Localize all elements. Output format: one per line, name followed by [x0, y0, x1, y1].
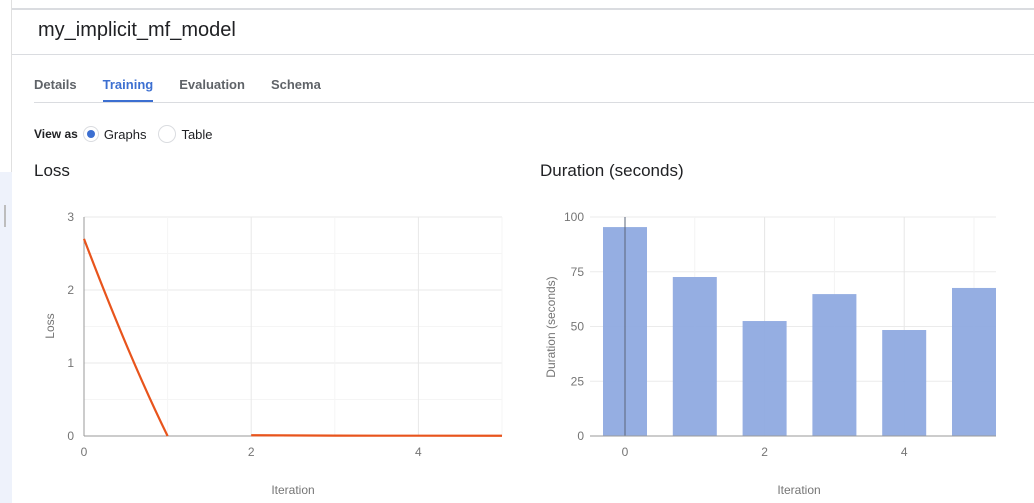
x-tick-label: 2 [248, 445, 255, 459]
bar [812, 294, 857, 436]
y-tick-label: 1 [67, 356, 74, 370]
divider [12, 54, 1034, 55]
y-tick-label: 50 [571, 320, 585, 334]
radio-graphs-label[interactable]: Graphs [103, 126, 147, 142]
y-tick-label: 75 [571, 265, 585, 279]
view-as-group: View as Graphs Table [34, 125, 225, 143]
x-tick-label: 2 [761, 445, 768, 459]
y-axis-label: Loss [43, 313, 57, 338]
x-axis-label: Iteration [777, 483, 820, 497]
tab-bar: Details Training Evaluation Schema [34, 77, 347, 102]
y-axis-label: Duration (seconds) [544, 276, 558, 377]
tab-schema[interactable]: Schema [270, 77, 321, 92]
left-sidebar [0, 0, 12, 503]
top-divider [12, 8, 1034, 10]
tab-divider [34, 102, 1034, 103]
bar [742, 321, 787, 436]
x-tick-label: 0 [81, 445, 88, 459]
radio-graphs[interactable] [82, 126, 99, 142]
x-axis-label: Iteration [271, 483, 314, 497]
page-title: my_implicit_mf_model [38, 19, 236, 41]
tab-training[interactable]: Training [102, 77, 153, 102]
x-tick-label: 4 [901, 445, 908, 459]
y-tick-label: 0 [577, 429, 584, 443]
bar [672, 277, 717, 436]
bar [952, 287, 996, 436]
tab-details[interactable]: Details [34, 77, 77, 92]
loss-line [82, 238, 503, 437]
view-as-label: View as [34, 127, 78, 141]
loss-chart-title: Loss [34, 161, 70, 180]
x-tick-label: 0 [622, 445, 629, 459]
tab-evaluation[interactable]: Evaluation [179, 77, 245, 92]
y-tick-label: 100 [564, 210, 584, 224]
y-tick-label: 25 [571, 374, 585, 388]
y-tick-label: 2 [67, 283, 74, 297]
y-tick-label: 0 [67, 429, 74, 443]
radio-table[interactable] [158, 125, 177, 143]
bar [882, 330, 927, 436]
radio-table-label[interactable]: Table [181, 126, 213, 142]
x-tick-label: 4 [415, 445, 422, 459]
resize-handle[interactable] [4, 205, 6, 227]
sidebar-selected [0, 172, 12, 503]
duration-chart-title: Duration (seconds) [540, 161, 684, 180]
y-tick-label: 3 [67, 210, 74, 224]
